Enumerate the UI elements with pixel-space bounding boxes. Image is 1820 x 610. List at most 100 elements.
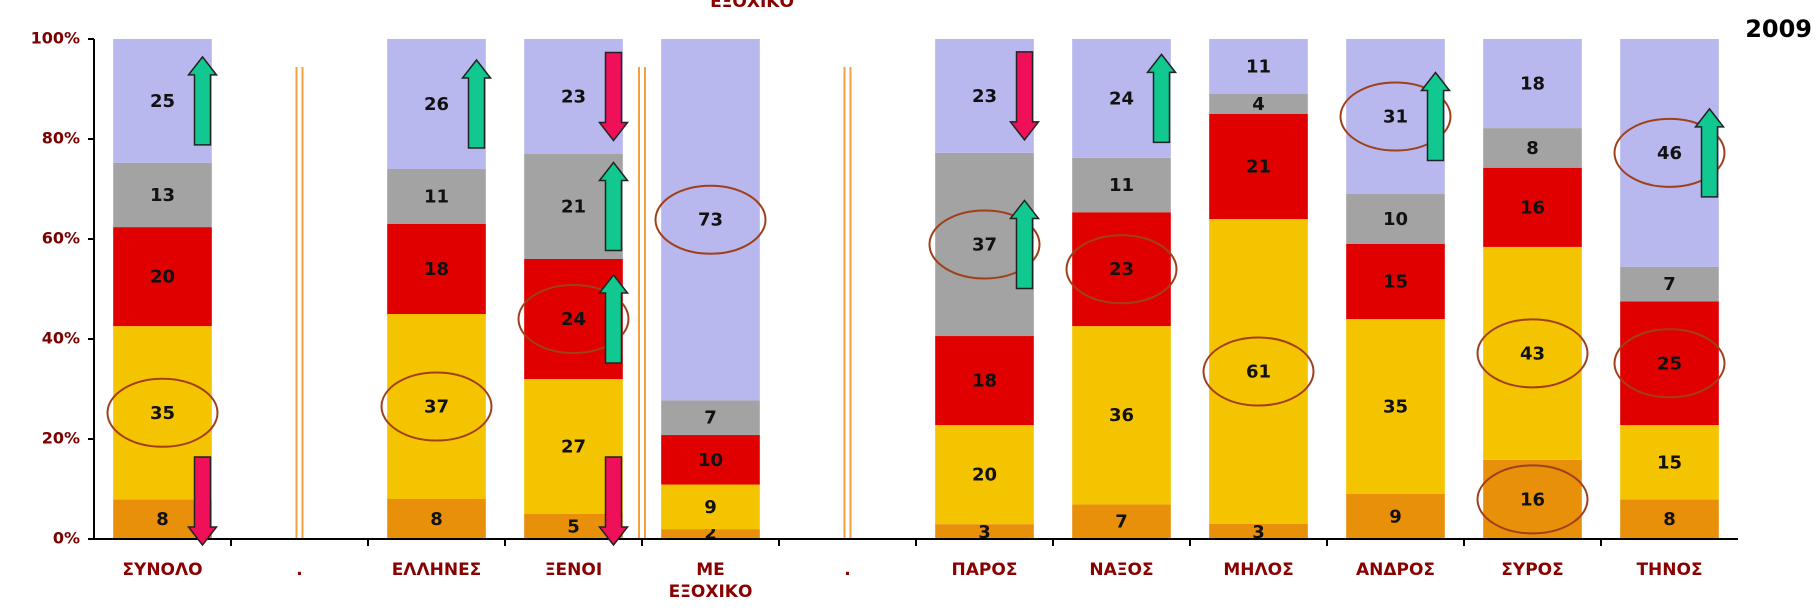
x-tick-label: ΜΕ ΕΞΟΧΙΚΟ (668, 560, 753, 602)
highlight-circle (928, 209, 1041, 280)
bar-segment (935, 524, 1034, 539)
value-label: 24 (561, 309, 586, 330)
bar-segment (1483, 39, 1582, 129)
bar-segment (1620, 301, 1719, 426)
highlight-circle (380, 371, 493, 442)
x-tick-label: ΕΛΛΗΝΕΣ (391, 560, 482, 580)
value-label: 23 (972, 86, 997, 107)
bar-segment (1072, 504, 1171, 539)
value-label: 21 (561, 197, 586, 218)
bar-segment (1209, 39, 1308, 94)
value-label: 23 (561, 87, 586, 108)
value-label: 35 (150, 403, 175, 424)
x-tick-label: ΤΗΝΟΣ (1636, 560, 1703, 580)
value-label: 8 (156, 509, 169, 530)
value-label: 16 (1520, 197, 1545, 218)
value-label: 10 (698, 450, 723, 471)
value-label: 24 (1109, 88, 1134, 109)
value-label: 25 (1657, 353, 1682, 374)
value-label: 5 (567, 517, 580, 538)
highlight-circle (1476, 464, 1589, 535)
bar-segment (387, 169, 486, 224)
highlight-circle (654, 184, 767, 255)
value-label: 8 (430, 509, 443, 530)
bar-segment (1072, 326, 1171, 505)
value-label: 31 (1383, 107, 1408, 128)
value-label: 18 (972, 371, 997, 392)
down-arrow (186, 456, 219, 547)
value-label: 73 (698, 210, 723, 231)
x-tick-label: ΠΑΡΟΣ (951, 560, 1018, 580)
bar-segment (661, 400, 760, 436)
highlight-circle (1476, 318, 1589, 389)
bar-segment (1072, 212, 1171, 327)
down-arrow (597, 456, 630, 547)
value-label: 37 (972, 234, 997, 255)
highlight-circle (517, 284, 630, 354)
bar-segment (1483, 128, 1582, 168)
x-tick-label: ΑΝΔΡΟΣ (1355, 560, 1436, 580)
value-label: 21 (1246, 157, 1271, 178)
y-tick-label: 0% (53, 529, 80, 548)
bar-segment (1620, 499, 1719, 539)
x-tick-label: ΝΑΞΟΣ (1089, 560, 1154, 580)
up-arrow (597, 273, 630, 364)
bar-segment (1346, 494, 1445, 539)
value-label: 20 (150, 267, 175, 288)
value-label: 20 (972, 465, 997, 486)
bar-segment (387, 314, 486, 499)
bar-segment (1209, 94, 1308, 114)
value-label: 3 (1252, 522, 1265, 543)
y-tick-label: 100% (31, 29, 80, 48)
value-label: 26 (424, 94, 449, 115)
bar-segment (1483, 167, 1582, 247)
up-arrow (1145, 53, 1178, 144)
value-label: 4 (1252, 94, 1265, 115)
value-label: 18 (1520, 74, 1545, 95)
bar-segment (1209, 524, 1308, 539)
value-label: 9 (1389, 507, 1402, 528)
value-label: 7 (1663, 274, 1676, 295)
bar-segment (661, 529, 760, 539)
value-label: 27 (561, 437, 586, 458)
x-tick-label: ΜΗΛΟΣ (1223, 560, 1294, 580)
value-label: 11 (1246, 57, 1271, 78)
x-tick-label: ΞΕΝΟΙ (544, 560, 603, 580)
bar-segment (661, 39, 760, 401)
bar-segment (113, 227, 212, 327)
top-text: ΕΞΟΧΙΚΟ (710, 0, 794, 12)
up-arrow (1008, 199, 1041, 290)
x-tick-label: . (844, 560, 851, 580)
up-arrow (186, 55, 219, 146)
value-label: 16 (1520, 489, 1545, 510)
value-label: 7 (704, 408, 717, 429)
value-label: 13 (150, 185, 175, 206)
value-label: 8 (1526, 138, 1539, 159)
value-label: 46 (1657, 143, 1682, 164)
y-tick-label: 60% (42, 229, 80, 248)
bar-segment (387, 499, 486, 539)
highlight-circle (1339, 81, 1452, 152)
value-label: 23 (1109, 259, 1134, 280)
value-label: 8 (1663, 509, 1676, 530)
bar-segment (1346, 194, 1445, 244)
year-label: 2009 (1745, 15, 1812, 43)
value-label: 10 (1383, 209, 1408, 230)
bar-segment (1620, 425, 1719, 500)
down-arrow (1008, 51, 1041, 142)
x-tick-label: . (296, 560, 303, 580)
bar-segment (661, 484, 760, 530)
value-label: 25 (150, 91, 175, 112)
bar-segment (1346, 319, 1445, 494)
value-label: 61 (1246, 362, 1271, 383)
value-label: 9 (704, 497, 717, 518)
bar-segment (113, 162, 212, 228)
highlight-circle (106, 377, 219, 448)
bar-segment (1072, 157, 1171, 213)
highlight-circle (1202, 336, 1315, 407)
value-label: 18 (424, 259, 449, 280)
value-label: 43 (1520, 343, 1545, 364)
value-label: 15 (1383, 272, 1408, 293)
value-label: 35 (1383, 397, 1408, 418)
